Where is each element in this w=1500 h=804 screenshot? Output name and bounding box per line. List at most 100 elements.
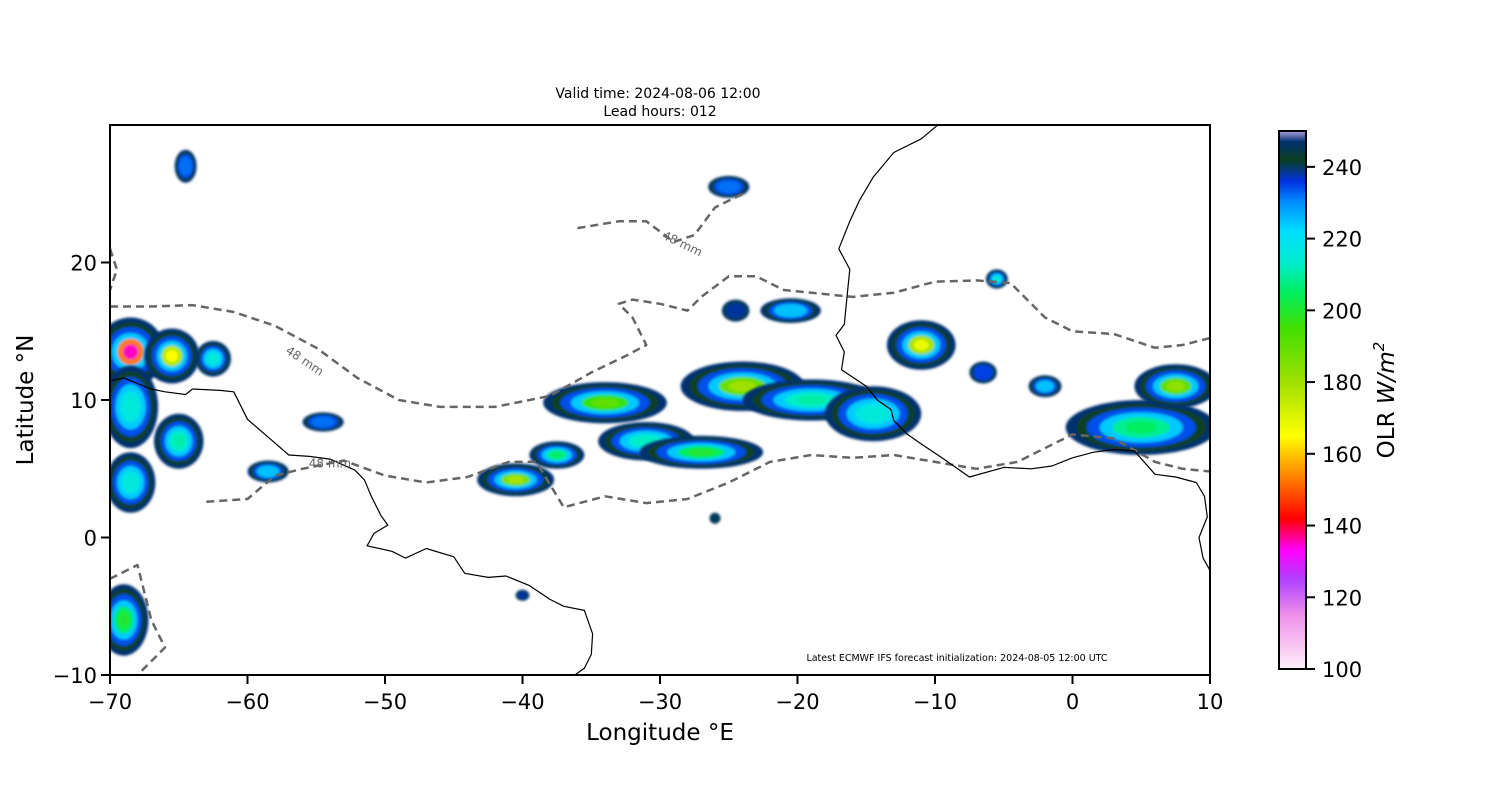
colorbar-tick-label: 240 <box>1322 156 1362 180</box>
colorbar-label-exponent: 2 <box>1370 342 1388 352</box>
olr-contour-band <box>550 451 563 459</box>
olr-cloud-cluster <box>529 441 585 469</box>
colorbar-label-text: OLR <box>1374 404 1400 458</box>
olr-cloud-cluster <box>721 299 750 322</box>
colorbar-tick-label: 200 <box>1322 299 1362 323</box>
rain-48mm-contour <box>110 248 119 291</box>
olr-contour-band <box>1041 383 1049 389</box>
olr-contour-band <box>118 612 130 628</box>
olr-cloud-cluster <box>174 149 197 183</box>
olr-cloud-cluster <box>760 298 821 323</box>
olr-contour-band <box>318 419 328 425</box>
olr-contour-band <box>732 308 739 314</box>
olr-contour-band <box>263 469 273 474</box>
olr-contour-band <box>913 339 929 351</box>
colorbar-ticks: 100 120 140 160 180 200 220 240 <box>1306 156 1362 682</box>
footnote-initialization: Latest ECMWF IFS forecast initialization… <box>806 653 1107 664</box>
olr-cloud-cluster <box>709 512 721 524</box>
olr-cloud-cluster <box>144 328 200 384</box>
title-lead-hours: Lead hours: 012 <box>603 104 716 120</box>
colorbar-tick-label: 160 <box>1322 443 1362 467</box>
rain-48mm-contour <box>110 563 167 675</box>
x-axis: −70 −60 −50 −40 −30 −20 −10 0 10 <box>88 675 1224 714</box>
olr-contour-band <box>1124 421 1158 434</box>
colorbar-tick-label: 220 <box>1322 228 1362 252</box>
olr-contour-band <box>173 435 185 448</box>
olr-contour-band <box>724 184 734 190</box>
olr-cloud-cluster <box>247 460 289 483</box>
title-valid-time: Valid time: 2024-08-06 12:00 <box>555 86 760 102</box>
olr-contour-band <box>1166 381 1185 392</box>
olr-cloud-cluster <box>985 269 1008 289</box>
coastline <box>110 377 193 396</box>
x-axis-label: Longitude °E <box>586 720 734 746</box>
olr-contour-band <box>591 398 619 408</box>
rain-contour-layer <box>110 192 1210 675</box>
olr-contour-band <box>980 370 987 375</box>
colorbar-tick-label: 180 <box>1322 371 1362 395</box>
colorbar-tick-label: 140 <box>1322 515 1362 539</box>
olr-cloud-layer <box>110 149 1210 656</box>
x-tick-label: −30 <box>638 690 682 714</box>
olr-contour-band <box>507 476 525 484</box>
olr-cloud-cluster <box>825 386 922 442</box>
olr-contour-band <box>713 517 717 520</box>
y-tick-label: 20 <box>70 252 97 276</box>
olr-cloud-cluster <box>515 589 530 601</box>
olr-cloud-cluster <box>154 413 204 469</box>
olr-cloud-cluster <box>1028 375 1062 398</box>
olr-contour-band <box>165 349 178 363</box>
olr-contour-band <box>125 475 137 490</box>
y-axis: −10 0 10 20 <box>53 252 110 688</box>
x-tick-label: −60 <box>225 690 269 714</box>
olr-contour-band <box>183 162 189 170</box>
olr-contour-band <box>796 395 827 405</box>
x-tick-label: −10 <box>913 690 957 714</box>
olr-contour-band <box>783 307 798 314</box>
olr-contour-band <box>862 407 884 420</box>
olr-cloud-cluster <box>969 361 997 384</box>
olr-cloud-cluster <box>1065 400 1210 455</box>
olr-contour-band <box>123 344 139 360</box>
colorbar-label-unit: W/m <box>1374 351 1400 404</box>
olr-cloud-cluster <box>477 463 555 497</box>
y-tick-label: −10 <box>53 664 97 688</box>
olr-cloud-cluster <box>1134 364 1210 409</box>
olr-cloud-cluster <box>110 584 149 656</box>
olr-cloud-cluster <box>886 320 956 370</box>
x-tick-label: −40 <box>500 690 544 714</box>
rain-48mm-contour <box>206 433 1210 509</box>
rain-48mm-contour <box>110 275 1210 409</box>
olr-contour-band <box>728 380 757 392</box>
coastline-layer <box>110 125 1210 675</box>
y-tick-label: 10 <box>70 389 97 413</box>
olr-cloud-cluster <box>543 382 667 424</box>
colorbar-gradient <box>1278 130 1307 670</box>
olr-contour-band <box>520 594 525 597</box>
olr-cloud-cluster <box>302 412 344 432</box>
coastline <box>192 388 594 675</box>
y-tick-label: 0 <box>84 527 97 551</box>
y-axis-label: Latitude °N <box>13 335 39 466</box>
colorbar: 100 120 140 160 180 200 220 240 OLR W/m2 <box>1278 130 1400 682</box>
x-tick-label: −50 <box>363 690 407 714</box>
coastline <box>319 125 1210 571</box>
colorbar-label: OLR W/m2 <box>1370 342 1400 459</box>
olr-contour-band <box>994 276 1000 282</box>
x-tick-label: 0 <box>1066 690 1079 714</box>
colorbar-tick-label: 120 <box>1322 586 1362 610</box>
olr-cloud-cluster <box>110 365 159 449</box>
olr-contour-band <box>124 397 137 416</box>
olr-cloud-cluster <box>110 452 156 513</box>
olr-cloud-cluster <box>195 340 231 377</box>
x-tick-label: −20 <box>775 690 819 714</box>
olr-cloud-cluster <box>708 175 750 198</box>
olr-contour-band <box>687 448 715 456</box>
x-tick-label: 10 <box>1197 690 1224 714</box>
olr-contour-band <box>209 354 218 363</box>
contour-label: 48 mm <box>309 456 351 470</box>
x-tick-label: −70 <box>88 690 132 714</box>
colorbar-tick-label: 100 <box>1322 658 1362 682</box>
